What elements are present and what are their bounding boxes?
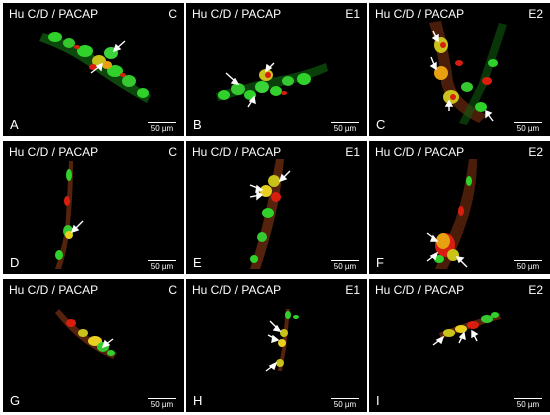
group-label: E1 — [345, 7, 360, 21]
group-label: E1 — [345, 283, 360, 297]
panel-g: Hu C/D / PACAP C G 50 µm — [3, 279, 184, 412]
micrograph-image — [432, 312, 501, 346]
group-label: E1 — [345, 145, 360, 159]
group-label: E2 — [528, 7, 543, 21]
group-label: C — [168, 283, 177, 297]
micrograph-image — [216, 62, 328, 108]
scale-bar: 50 µm — [148, 398, 176, 409]
micrograph-image — [429, 21, 507, 125]
panel-letter: F — [376, 255, 384, 270]
stain-label: Hu C/D / PACAP — [9, 7, 99, 21]
panel-i: Hu C/D / PACAP E2 I 50 µm — [369, 279, 550, 412]
stain-label: Hu C/D / PACAP — [9, 145, 99, 159]
panel-a: Hu C/D / PACAP C A 50 µm — [3, 3, 184, 136]
stain-label: Hu C/D / PACAP — [375, 145, 465, 159]
group-label: C — [168, 145, 177, 159]
scale-bar: 50 µm — [331, 122, 359, 133]
scale-bar-label: 50 µm — [516, 400, 540, 409]
micrograph-image — [55, 309, 117, 359]
scale-bar-label: 50 µm — [150, 124, 174, 133]
scale-bar: 50 µm — [514, 260, 542, 271]
panel-letter: C — [376, 117, 386, 132]
group-label: C — [168, 7, 177, 21]
scale-bar: 50 µm — [148, 122, 176, 133]
stain-label: Hu C/D / PACAP — [9, 283, 99, 297]
panel-letter: A — [10, 117, 19, 132]
scale-bar-label: 50 µm — [333, 262, 357, 271]
panel-c: Hu C/D / PACAP E2 C 50 µm — [369, 3, 550, 136]
panel-letter: G — [10, 393, 21, 408]
group-label: E2 — [528, 145, 543, 159]
micrograph-image — [55, 161, 84, 269]
stain-label: Hu C/D / PACAP — [375, 7, 465, 21]
scale-bar: 50 µm — [148, 260, 176, 271]
scale-bar-label: 50 µm — [333, 400, 357, 409]
panel-letter: E — [193, 255, 202, 270]
panel-e: Hu C/D / PACAP E1 E 50 µm — [186, 141, 367, 274]
scale-bar: 50 µm — [514, 398, 542, 409]
panel-letter: B — [193, 117, 202, 132]
panel-f: Hu C/D / PACAP E2 F 50 µm — [369, 141, 550, 274]
panel-letter: D — [10, 255, 20, 270]
scale-bar: 50 µm — [331, 398, 359, 409]
stain-label: Hu C/D / PACAP — [375, 283, 465, 297]
stain-label: Hu C/D / PACAP — [192, 145, 282, 159]
micrograph-image — [39, 32, 151, 103]
stain-label: Hu C/D / PACAP — [192, 7, 282, 21]
micrograph-image — [265, 309, 299, 372]
panel-letter: H — [193, 393, 203, 408]
scale-bar-label: 50 µm — [150, 262, 174, 271]
micrograph-image — [426, 159, 477, 269]
scale-bar-label: 50 µm — [150, 400, 174, 409]
scale-bar-label: 50 µm — [333, 124, 357, 133]
panel-d: Hu C/D / PACAP C D 50 µm — [3, 141, 184, 274]
stain-label: Hu C/D / PACAP — [192, 283, 282, 297]
scale-bar: 50 µm — [331, 260, 359, 271]
scale-bar-label: 50 µm — [516, 124, 540, 133]
panel-h: Hu C/D / PACAP E1 H 50 µm — [186, 279, 367, 412]
group-label: E2 — [528, 283, 543, 297]
panel-letter: I — [376, 393, 380, 408]
panel-b: Hu C/D / PACAP E1 B 50 µm — [186, 3, 367, 136]
scale-bar: 50 µm — [514, 122, 542, 133]
scale-bar-label: 50 µm — [516, 262, 540, 271]
micrograph-image — [249, 159, 291, 269]
